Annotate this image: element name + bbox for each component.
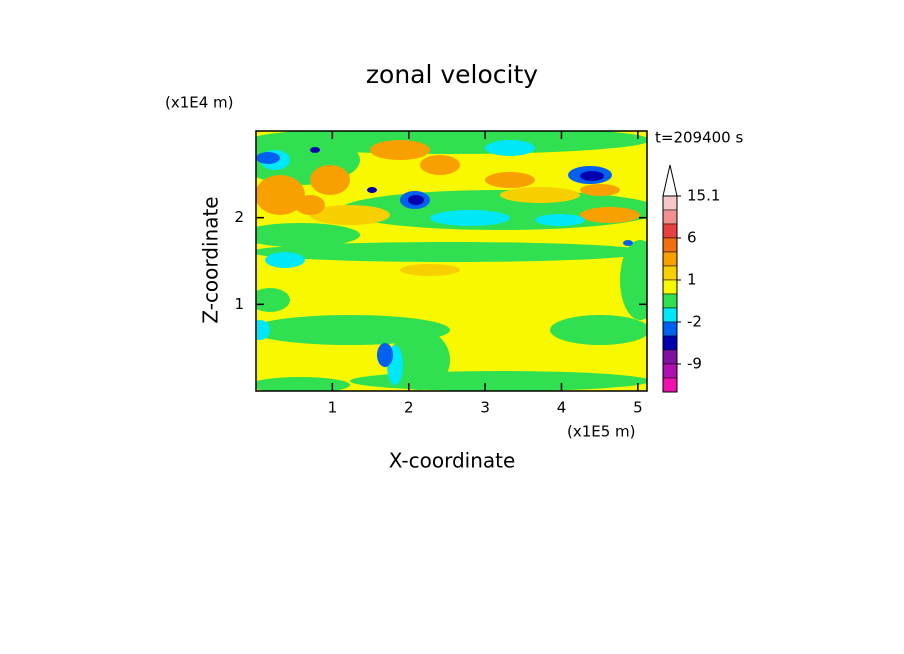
contour-region: [310, 165, 350, 195]
x-axis-label: X-coordinate: [389, 449, 516, 473]
x-tick-label: 1: [328, 399, 338, 417]
colorbar-tick-label: -2: [687, 313, 702, 331]
colorbar-box: [662, 223, 678, 239]
colorbar-box: [662, 237, 678, 253]
colorbar-tick-label: 6: [687, 229, 697, 247]
contour-region: [265, 252, 305, 268]
annotation: t=209400 s: [655, 129, 743, 147]
y-tick-label: 2: [234, 208, 244, 226]
colorbar-box: [662, 265, 678, 281]
colorbar-box: [662, 377, 678, 393]
contour-region: [256, 377, 350, 391]
contour-region: [256, 223, 360, 247]
chart-title: zonal velocity: [366, 60, 538, 89]
contour-region: [256, 131, 647, 154]
colorbar-box: [662, 335, 678, 351]
contour-region: [390, 330, 450, 390]
colorbar-box: [662, 321, 678, 337]
colorbar-tick-label: 15.1: [687, 187, 720, 205]
contour-region: [430, 210, 510, 226]
contour-region: [295, 195, 325, 215]
contour-field: [256, 131, 647, 391]
plot-frame: [255, 130, 648, 392]
contour-region: [256, 242, 647, 262]
colorbar-tick-label: 1: [687, 271, 697, 289]
colorbar-box: [662, 293, 678, 309]
contour-region: [377, 343, 393, 367]
colorbar-box: [662, 195, 678, 211]
contour-region: [550, 315, 647, 345]
contour-region: [485, 140, 535, 156]
colorbar-tick-label: -9: [687, 355, 702, 373]
contour-region: [370, 140, 430, 160]
contour-region: [256, 288, 290, 312]
x-unit: (x1E5 m): [567, 423, 636, 441]
contour-region: [580, 171, 604, 181]
contour-region: [408, 195, 424, 205]
x-tick-label: 3: [480, 399, 490, 417]
colorbar-frame: [662, 195, 678, 393]
contour-region: [620, 240, 647, 320]
colorbar-box: [662, 349, 678, 365]
x-tick-label: 4: [557, 399, 567, 417]
colorbar-box: [662, 279, 678, 295]
contour-region: [256, 152, 280, 164]
contour-region: [256, 320, 270, 340]
x-tick-label: 5: [633, 399, 643, 417]
y-axis-label: Z-coordinate: [199, 196, 223, 323]
contour-region: [580, 207, 640, 223]
colorbar-box: [662, 307, 678, 323]
y-tick-label: 1: [234, 295, 244, 313]
contour-region: [485, 172, 535, 188]
colorbar-box: [662, 251, 678, 267]
colorbar-arrow: [662, 164, 678, 197]
colorbar-box: [662, 209, 678, 225]
contour-region: [400, 264, 460, 276]
contour-region: [310, 205, 390, 225]
colorbar-box: [662, 363, 678, 379]
x-tick-label: 2: [404, 399, 414, 417]
contour-region: [580, 184, 620, 196]
contour-region: [256, 175, 305, 215]
contour-region: [623, 240, 633, 246]
contour-region: [420, 155, 460, 175]
contour-region: [535, 214, 585, 226]
contour-region: [310, 147, 320, 153]
contour-region: [500, 187, 580, 203]
y-unit: (x1E4 m): [165, 94, 234, 112]
contour-region: [367, 187, 377, 193]
